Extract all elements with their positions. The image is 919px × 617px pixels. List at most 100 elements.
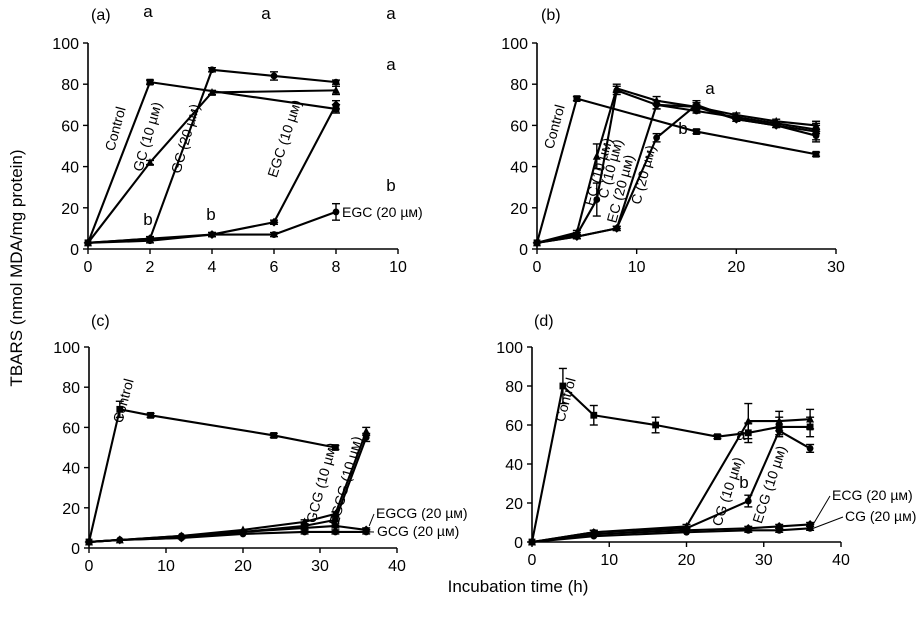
y-tick-label: 60 (510, 118, 528, 135)
panel-label: (b) (541, 7, 561, 24)
data-point (652, 421, 659, 429)
y-axis-title: TBARS (nmol MDA/mg protein) (7, 149, 26, 386)
data-point (84, 239, 92, 247)
data-point (146, 78, 154, 86)
series-path (531, 429, 811, 544)
x-tick-label: 4 (208, 259, 217, 276)
data-point (593, 196, 601, 203)
data-point (806, 445, 814, 452)
data-point (714, 433, 721, 441)
series-path (530, 384, 811, 543)
data-point (744, 526, 752, 534)
x-tick-label: 0 (533, 259, 542, 276)
series-path (87, 89, 337, 244)
series-line (533, 99, 821, 247)
x-tick-label: 20 (234, 558, 252, 575)
panel-label: (a) (91, 7, 111, 24)
leader-line (812, 516, 844, 529)
series-path (531, 523, 811, 544)
x-tick-label: 8 (332, 259, 341, 276)
data-point (693, 101, 700, 109)
series-label: EGC (10 µм) (264, 98, 304, 180)
data-point (806, 414, 815, 423)
x-tick-label: 10 (628, 259, 646, 276)
x-tick-label: 0 (528, 552, 537, 569)
y-tick-label: 60 (61, 118, 79, 135)
y-tick-label: 80 (510, 77, 528, 94)
significance-letter: a (261, 4, 271, 23)
x-tick-label: 6 (270, 259, 279, 276)
series-path (536, 89, 817, 244)
x-tick-label: 30 (755, 552, 773, 569)
x-axis-title: Incubation time (h) (448, 577, 589, 596)
data-point (590, 411, 598, 419)
data-point (613, 86, 621, 94)
data-point (85, 538, 93, 546)
data-point (613, 225, 621, 232)
y-tick-label: 100 (496, 340, 523, 357)
series-path (531, 527, 811, 544)
series-label: Control (552, 376, 579, 424)
y-tick-label: 0 (519, 242, 528, 259)
data-point (331, 521, 340, 531)
series-line (533, 95, 821, 247)
data-point (590, 532, 598, 540)
data-point (332, 85, 340, 94)
data-point (208, 88, 216, 96)
series-label: Control (110, 377, 137, 425)
data-point (806, 524, 814, 532)
data-point (116, 405, 124, 413)
significance-letter: a (386, 55, 396, 74)
data-point (775, 427, 783, 435)
significance-letter: b (143, 210, 152, 229)
y-tick-label: 80 (62, 380, 80, 397)
data-point (693, 128, 700, 135)
x-tick-label: 10 (600, 552, 618, 569)
data-point (652, 100, 661, 110)
x-tick-label: 40 (832, 552, 850, 569)
data-point (573, 233, 581, 241)
series-line (84, 202, 340, 247)
data-point (147, 411, 154, 419)
x-tick-label: 20 (727, 259, 745, 276)
series-path (535, 97, 817, 244)
x-tick-label: 10 (389, 259, 407, 276)
data-point (653, 134, 660, 142)
data-point (362, 434, 370, 441)
panel-label: (d) (534, 313, 554, 330)
data-point (683, 528, 690, 536)
y-tick-label: 40 (510, 160, 528, 177)
x-tick-label: 10 (157, 558, 175, 575)
data-point (331, 100, 341, 110)
x-tick-label: 0 (84, 259, 93, 276)
series-label: ECG (20 µм) (832, 487, 913, 503)
data-point (772, 122, 780, 129)
significance-letter: a (386, 4, 396, 23)
y-tick-label: 100 (501, 36, 528, 53)
y-tick-label: 80 (61, 77, 79, 94)
data-point (146, 237, 154, 245)
significance-letter: b (739, 473, 748, 492)
data-point (239, 530, 247, 538)
x-tick-label: 0 (85, 558, 94, 575)
data-point (178, 534, 185, 542)
data-point (270, 72, 278, 80)
series-line (528, 524, 815, 546)
y-tick-label: 100 (53, 340, 80, 357)
leader-line (368, 513, 375, 527)
data-point (332, 444, 339, 451)
panel-label: (c) (91, 313, 110, 330)
series-label: GC (10 µм) (130, 100, 165, 173)
series-line (533, 85, 821, 247)
significance-letter: b (678, 119, 687, 138)
y-tick-label: 0 (71, 541, 80, 558)
y-tick-label: 60 (62, 420, 80, 437)
y-tick-label: 20 (505, 496, 523, 513)
data-point (332, 528, 339, 536)
significance-letter: a (705, 79, 715, 98)
data-point (573, 95, 581, 103)
series-label: GCG (20 µм) (377, 523, 459, 539)
